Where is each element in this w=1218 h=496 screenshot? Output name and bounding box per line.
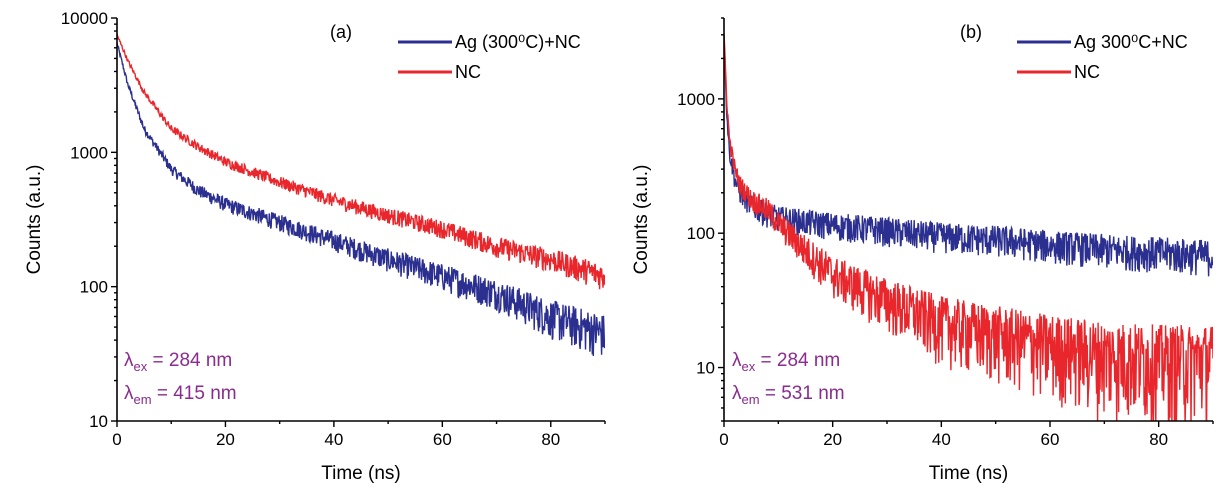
y-tick-label: 1000 (70, 143, 108, 162)
x-tick-label: 80 (1149, 430, 1168, 449)
legend-label: Ag (300⁰C)+NC (455, 32, 581, 52)
series-line-ag-nc (724, 36, 1213, 277)
panel-a: 0 20 40 60 80 10 100 1000 10000 Time (ns) Counts (… (24, 9, 606, 484)
series-line-nc (724, 33, 1213, 421)
x-tick-label: 40 (932, 430, 951, 449)
annotation-ex: λex = 284 nm (732, 350, 840, 374)
x-tick-label: 60 (1041, 430, 1060, 449)
legend-label: NC (455, 62, 481, 82)
annotation-subscript: em (134, 392, 152, 407)
annotation-ex: λex = 284 nm (124, 350, 232, 374)
y-tick-label: 10 (89, 412, 108, 431)
y-axis-title: Counts (a.u.) (631, 165, 652, 275)
series-line-ag-nc (117, 42, 605, 357)
annotation-symbol: λ (124, 350, 134, 371)
x-tick-label: 40 (324, 430, 343, 449)
x-axis-title: Time (ns) (321, 463, 401, 484)
x-tick-label: 60 (433, 430, 452, 449)
annotation-em: λem = 415 nm (124, 383, 237, 407)
annotation-subscript: ex (742, 359, 756, 374)
y-tick-label: 100 (80, 278, 108, 297)
annotation-symbol: λ (124, 383, 134, 404)
y-tick-label: 1000 (677, 90, 715, 109)
y-tick-label: 100 (687, 224, 715, 243)
annotation-subscript: ex (134, 359, 148, 374)
annotation-subscript: em (742, 392, 760, 407)
x-axis-title: Time (ns) (929, 463, 1009, 484)
x-tick-label: 0 (112, 430, 121, 449)
annotation-symbol: λ (732, 350, 742, 371)
panel-label: (a) (330, 22, 352, 42)
x-tick-label: 20 (823, 430, 842, 449)
annotation-value: = 531 nm (760, 383, 845, 404)
panel-label: (b) (960, 22, 982, 42)
y-axis-title: Counts (a.u.) (24, 165, 45, 275)
y-tick-label: 10 (696, 359, 715, 378)
x-tick-label: 80 (541, 430, 560, 449)
panel-b: 0 20 40 60 80 10 100 1000 Time (ns) Counts (a.u.)… (631, 17, 1214, 484)
annotation-value: = 284 nm (147, 350, 232, 371)
legend-label: NC (1074, 62, 1100, 82)
y-tick-label: 10000 (61, 9, 108, 28)
annotation-value: = 284 nm (755, 350, 840, 371)
annotation-value: = 415 nm (152, 383, 237, 404)
legend-label: Ag 300⁰C+NC (1074, 32, 1188, 52)
series-line-nc (117, 33, 605, 290)
annotation-symbol: λ (732, 383, 742, 404)
x-tick-label: 20 (216, 430, 235, 449)
x-tick-label: 0 (719, 430, 728, 449)
annotation-em: λem = 531 nm (732, 383, 845, 407)
